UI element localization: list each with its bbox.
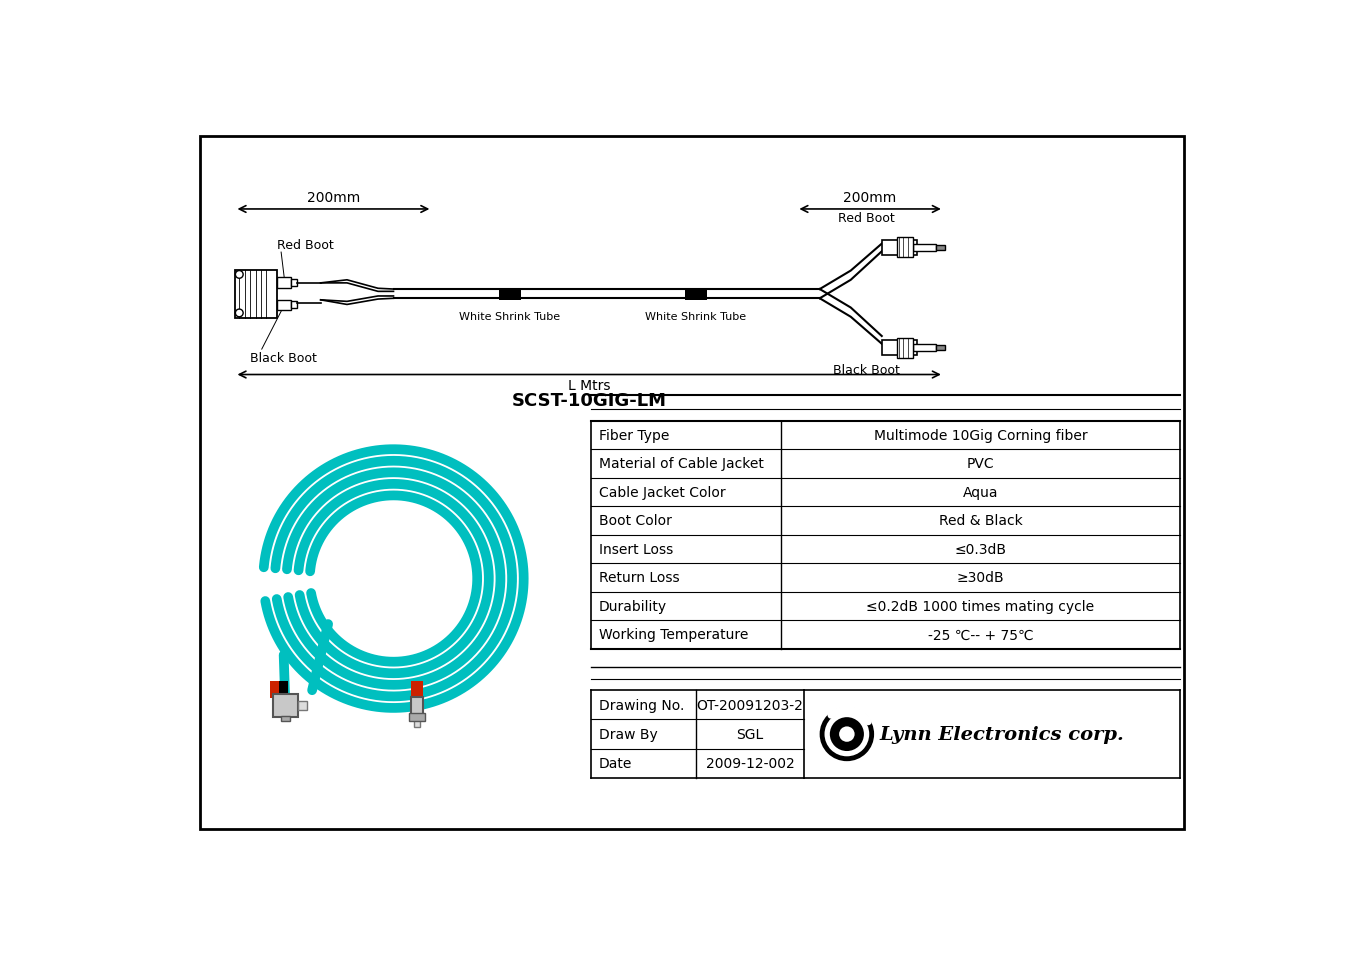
- Circle shape: [235, 310, 243, 317]
- Bar: [913, 344, 936, 352]
- Text: Durability: Durability: [599, 599, 667, 613]
- Text: 2009-12-002: 2009-12-002: [706, 757, 794, 771]
- Bar: [898, 238, 913, 258]
- Text: Red & Black: Red & Black: [938, 514, 1022, 528]
- Text: Material of Cable Jacket: Material of Cable Jacket: [599, 457, 764, 471]
- Text: Boot Color: Boot Color: [599, 514, 672, 528]
- Bar: [292, 280, 297, 287]
- Bar: [882, 240, 917, 256]
- Text: Cable Jacket Color: Cable Jacket Color: [599, 485, 725, 499]
- Text: PVC: PVC: [967, 457, 995, 471]
- Circle shape: [830, 718, 864, 751]
- Bar: [273, 695, 298, 718]
- Bar: [936, 246, 945, 251]
- Text: White Shrink Tube: White Shrink Tube: [645, 312, 747, 321]
- Text: ≤0.2dB 1000 times mating cycle: ≤0.2dB 1000 times mating cycle: [867, 599, 1095, 613]
- Bar: [898, 338, 913, 358]
- Text: 200mm: 200mm: [844, 192, 896, 205]
- Text: Date: Date: [599, 757, 632, 771]
- Text: Working Temperature: Working Temperature: [599, 628, 748, 641]
- Text: Red Boot: Red Boot: [277, 239, 333, 252]
- Text: Black Boot: Black Boot: [250, 352, 317, 365]
- Text: OT-20091203-2: OT-20091203-2: [697, 699, 803, 712]
- Bar: [684, 288, 706, 300]
- Bar: [936, 346, 945, 351]
- Text: Multimode 10Gig Corning fiber: Multimode 10Gig Corning fiber: [873, 429, 1087, 442]
- Bar: [270, 681, 279, 699]
- Text: 200mm: 200mm: [306, 192, 360, 205]
- Circle shape: [235, 272, 243, 279]
- Text: Black Boot: Black Boot: [833, 364, 899, 376]
- Bar: [413, 719, 420, 727]
- Bar: [410, 681, 423, 699]
- Text: Return Loss: Return Loss: [599, 571, 679, 585]
- Text: Lynn Electronics corp.: Lynn Electronics corp.: [879, 725, 1125, 743]
- Bar: [913, 244, 936, 252]
- Text: Red Boot: Red Boot: [838, 213, 895, 225]
- Circle shape: [822, 710, 872, 759]
- Text: SCST-10GIG-LM: SCST-10GIG-LM: [512, 392, 667, 410]
- Bar: [281, 717, 290, 721]
- Text: ≤0.3dB: ≤0.3dB: [954, 542, 1007, 557]
- Text: Draw By: Draw By: [599, 727, 657, 741]
- Text: SGL: SGL: [736, 727, 764, 741]
- Text: Insert Loss: Insert Loss: [599, 542, 674, 557]
- Bar: [882, 340, 917, 355]
- FancyBboxPatch shape: [235, 271, 277, 318]
- Bar: [500, 288, 521, 300]
- Text: -25 ℃-- + 75℃: -25 ℃-- + 75℃: [927, 628, 1033, 641]
- Bar: [410, 696, 423, 702]
- Text: Aqua: Aqua: [963, 485, 998, 499]
- Text: White Shrink Tube: White Shrink Tube: [459, 312, 560, 321]
- Bar: [292, 302, 297, 309]
- Text: Drawing No.: Drawing No.: [599, 699, 684, 712]
- Text: L Mtrs: L Mtrs: [568, 379, 610, 393]
- Bar: [277, 300, 292, 311]
- Circle shape: [840, 726, 855, 742]
- Bar: [410, 698, 423, 718]
- Bar: [298, 701, 308, 711]
- Text: Fiber Type: Fiber Type: [599, 429, 670, 442]
- Bar: [409, 714, 424, 721]
- Text: ≥30dB: ≥30dB: [957, 571, 1004, 585]
- Bar: [277, 278, 292, 288]
- Bar: [279, 681, 288, 699]
